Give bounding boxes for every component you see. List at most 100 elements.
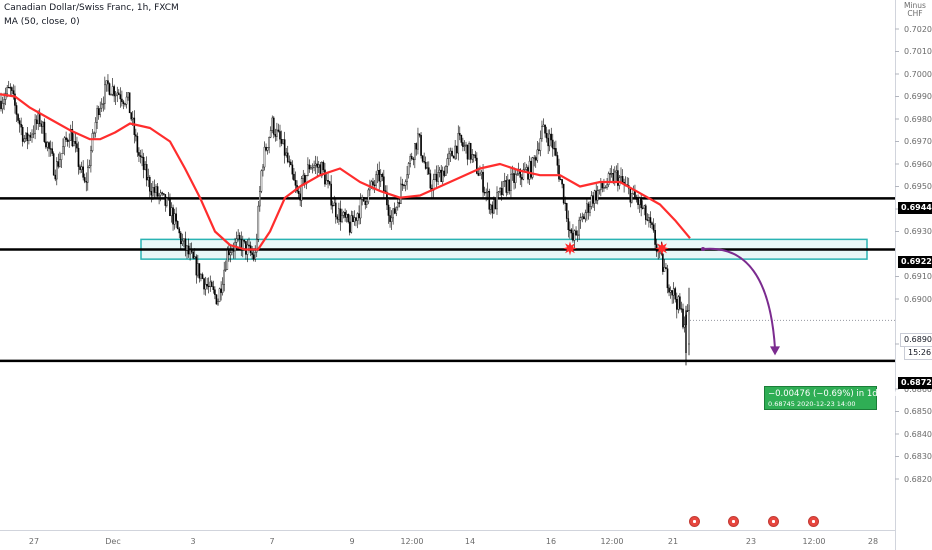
candle-body [665,267,667,269]
flag-event-icon[interactable] [728,516,739,527]
candle-body [331,205,334,207]
candle-body [404,181,407,186]
moving-average-line[interactable] [0,93,691,251]
candle-body [255,239,258,253]
candle-body [521,177,523,180]
candle-body [122,101,125,104]
candle-body [672,288,675,296]
candle-body [285,152,288,156]
candle-body [524,169,526,171]
candle-body [90,150,92,166]
candle-body [500,188,503,195]
candle-body [200,274,202,279]
candle-body [547,137,549,147]
breakout-marker-icon[interactable] [563,241,577,256]
candle-body [335,202,337,218]
candle-body [113,86,115,97]
candle-body [600,181,602,190]
candle-body [111,86,114,95]
candle-body [398,202,401,204]
candle-body [240,238,243,251]
candle-body [141,156,143,158]
candle-body [210,281,213,287]
candle-body [516,173,518,175]
candle-body [564,202,566,204]
candle-body [364,200,367,205]
candle-body [542,124,545,127]
time-tick-label: 12:00 [400,537,424,546]
candle-body [86,166,89,183]
candle-body [121,98,123,102]
candle-body [598,189,601,191]
candle-body [572,232,574,241]
candle-body [401,183,404,186]
candle-body [293,173,295,181]
candle-body [483,192,486,194]
candle-body [358,213,360,219]
candle-body [423,161,425,163]
candle-body [102,103,105,105]
candle-body [38,113,41,125]
candle-body [189,249,191,255]
candle-body [511,173,514,175]
candle-body [595,190,597,201]
candle-body [223,269,226,285]
candle-body [596,190,599,201]
candle-body [553,148,556,150]
candle-body [617,170,619,186]
candle-body [646,219,649,221]
candle-body [159,192,162,196]
candle-body [589,206,591,213]
candle-body [438,169,441,173]
candle-body [490,204,492,210]
price-range-measurement[interactable]: −0.00476 (−0.69%) in 1d 20h 0.68745 2020… [764,386,897,410]
candle-body [407,163,410,175]
candle-body [631,193,633,203]
candle-body [133,117,136,135]
candle-body [23,138,26,142]
candle-body [327,180,329,182]
candle-body [449,150,452,155]
candle-body [428,167,430,174]
candle-body [66,139,69,142]
candle-body [317,164,320,168]
candle-body [685,314,687,353]
candle-body [437,172,439,182]
flag-event-icon[interactable] [768,516,779,527]
candle-body [445,165,447,176]
candle-body [274,134,277,137]
candle-body [328,181,331,185]
plot-background [0,0,895,530]
candle-body [152,187,154,196]
candle-body [37,113,39,124]
candle-body [420,135,422,156]
candle-body [99,107,101,116]
candle-body [42,121,44,127]
candle-body [522,169,525,180]
candle-body [97,108,100,116]
time-tick-label: 27 [28,537,40,546]
flag-event-icon[interactable] [689,516,700,527]
candle-body [342,212,345,216]
candle-body [469,143,472,160]
candle-body [29,135,32,138]
breakout-marker-icon[interactable] [655,241,669,256]
candle-body [674,288,677,300]
projection-arrow[interactable] [702,247,776,349]
candle-body [74,141,77,144]
candle-body [49,148,52,150]
candle-body [539,138,542,151]
candle-body [345,214,348,218]
candle-body [446,158,449,167]
candle-body [93,132,95,134]
candle-body [107,80,109,84]
candle-body [581,216,584,218]
flag-event-icon[interactable] [808,516,819,527]
candle-body [131,117,134,120]
candle-body [48,142,50,149]
